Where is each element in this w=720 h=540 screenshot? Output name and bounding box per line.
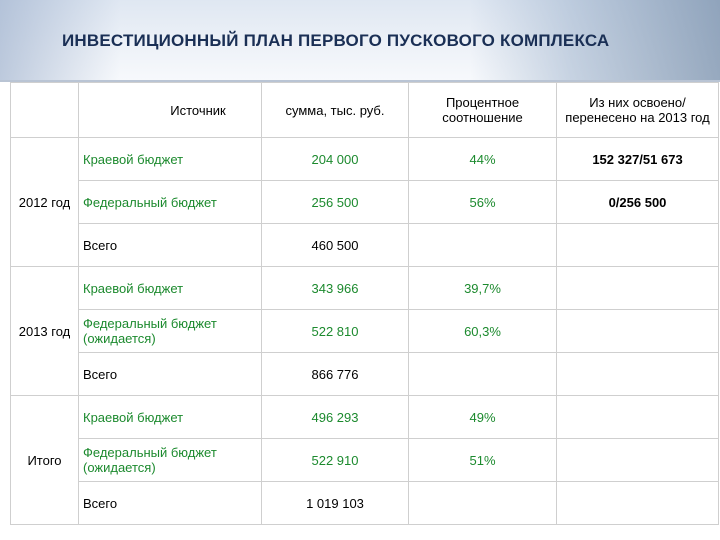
percent-cell: 39,7%	[408, 266, 557, 310]
table-row: Краевой бюджет 343 966 39,7%	[10, 266, 719, 310]
source-cell: Всего	[78, 352, 262, 396]
source-cell: Всего	[78, 223, 262, 267]
extra-cell	[556, 352, 719, 396]
amount-cell: 204 000	[261, 137, 409, 181]
source-cell: Краевой бюджет	[78, 395, 262, 439]
extra-cell	[556, 309, 719, 353]
extra-cell: 152 327/51 673	[556, 137, 719, 181]
period-label: Итого	[10, 438, 79, 482]
header-city-decoration	[470, 0, 720, 80]
amount-cell: 460 500	[261, 223, 409, 267]
table-header-row: Источник сумма, тыс. руб. Процентное соо…	[10, 82, 719, 138]
percent-cell	[408, 223, 557, 267]
extra-cell	[556, 481, 719, 525]
period-cell	[10, 223, 79, 267]
header-divider	[0, 80, 720, 82]
header-extra: Из них освоено/ перенесено на 2013 год	[556, 82, 719, 138]
header-amount: сумма, тыс. руб.	[261, 82, 409, 138]
percent-cell	[408, 352, 557, 396]
period-cell	[10, 352, 79, 396]
table-row: Всего 1 019 103	[10, 481, 719, 525]
amount-cell: 522 910	[261, 438, 409, 482]
period-label: 2013 год	[10, 309, 79, 353]
table-row: Краевой бюджет 204 000 44% 152 327/51 67…	[10, 137, 719, 181]
extra-cell	[556, 395, 719, 439]
amount-cell: 522 810	[261, 309, 409, 353]
percent-cell	[408, 481, 557, 525]
period-cell	[10, 481, 79, 525]
header-left-decoration	[0, 0, 120, 80]
table-row: 2013 год Федеральный бюджет (ожидается) …	[10, 309, 719, 353]
period-cell	[10, 266, 79, 310]
source-cell: Федеральный бюджет (ожидается)	[78, 438, 262, 482]
extra-cell: 0/256 500	[556, 180, 719, 224]
source-cell: Краевой бюджет	[78, 137, 262, 181]
source-cell: Федеральный бюджет	[78, 180, 262, 224]
percent-cell: 44%	[408, 137, 557, 181]
source-cell: Федеральный бюджет (ожидается)	[78, 309, 262, 353]
slide-title: ИНВЕСТИЦИОННЫЙ ПЛАН ПЕРВОГО ПУСКОВОГО КО…	[62, 31, 610, 50]
percent-cell: 51%	[408, 438, 557, 482]
table-row: Итого Федеральный бюджет (ожидается) 522…	[10, 438, 719, 482]
source-cell: Всего	[78, 481, 262, 525]
header-percent: Процентное соотношение	[408, 82, 557, 138]
period-cell	[10, 137, 79, 181]
period-cell	[10, 395, 79, 439]
table-row: Всего 866 776	[10, 352, 719, 396]
percent-cell: 60,3%	[408, 309, 557, 353]
table-row: Краевой бюджет 496 293 49%	[10, 395, 719, 439]
amount-cell: 1 019 103	[261, 481, 409, 525]
amount-cell: 866 776	[261, 352, 409, 396]
investment-plan-table: Источник сумма, тыс. руб. Процентное соо…	[10, 82, 719, 525]
extra-cell	[556, 266, 719, 310]
amount-cell: 496 293	[261, 395, 409, 439]
percent-cell: 49%	[408, 395, 557, 439]
table-row: Всего 460 500	[10, 223, 719, 267]
amount-cell: 343 966	[261, 266, 409, 310]
extra-cell	[556, 438, 719, 482]
header-period-cell	[10, 82, 79, 138]
table-row: 2012 год Федеральный бюджет 256 500 56% …	[10, 180, 719, 224]
extra-cell	[556, 223, 719, 267]
header-source: Источник	[78, 82, 262, 138]
percent-cell: 56%	[408, 180, 557, 224]
amount-cell: 256 500	[261, 180, 409, 224]
source-cell: Краевой бюджет	[78, 266, 262, 310]
slide-header: ИНВЕСТИЦИОННЫЙ ПЛАН ПЕРВОГО ПУСКОВОГО КО…	[0, 0, 720, 80]
period-label: 2012 год	[10, 180, 79, 224]
